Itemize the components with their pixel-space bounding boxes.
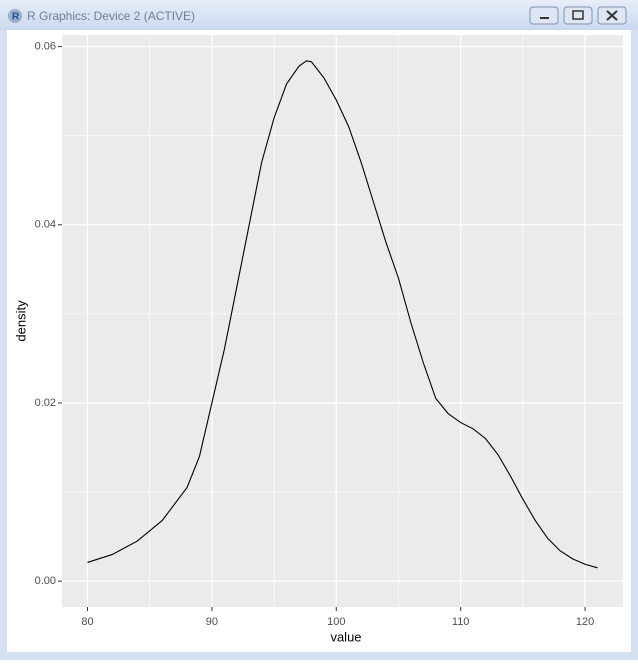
minimize-button[interactable] (529, 6, 559, 25)
x-tick-label: 100 (327, 616, 345, 628)
y-tick-label: 0.04 (35, 219, 56, 231)
y-axis-label: density (13, 300, 28, 342)
app-icon (8, 9, 22, 23)
window-buttons (529, 6, 627, 25)
density-line (87, 60, 598, 569)
x-tick-label: 80 (81, 616, 93, 628)
x-tick-label: 90 (206, 616, 218, 628)
plot-panel (62, 35, 623, 607)
window-title: R Graphics: Device 2 (ACTIVE) (27, 9, 195, 23)
x-axis-label: value (330, 629, 361, 644)
x-tick-label: 110 (452, 616, 470, 628)
restore-button[interactable] (563, 6, 593, 25)
app-icon-letter: R (12, 12, 20, 23)
x-tick-label: 120 (576, 616, 594, 628)
y-tick-label: 0.02 (35, 397, 56, 409)
y-tick-label: 0.06 (35, 40, 56, 52)
y-tick-label: 0.00 (35, 575, 56, 587)
